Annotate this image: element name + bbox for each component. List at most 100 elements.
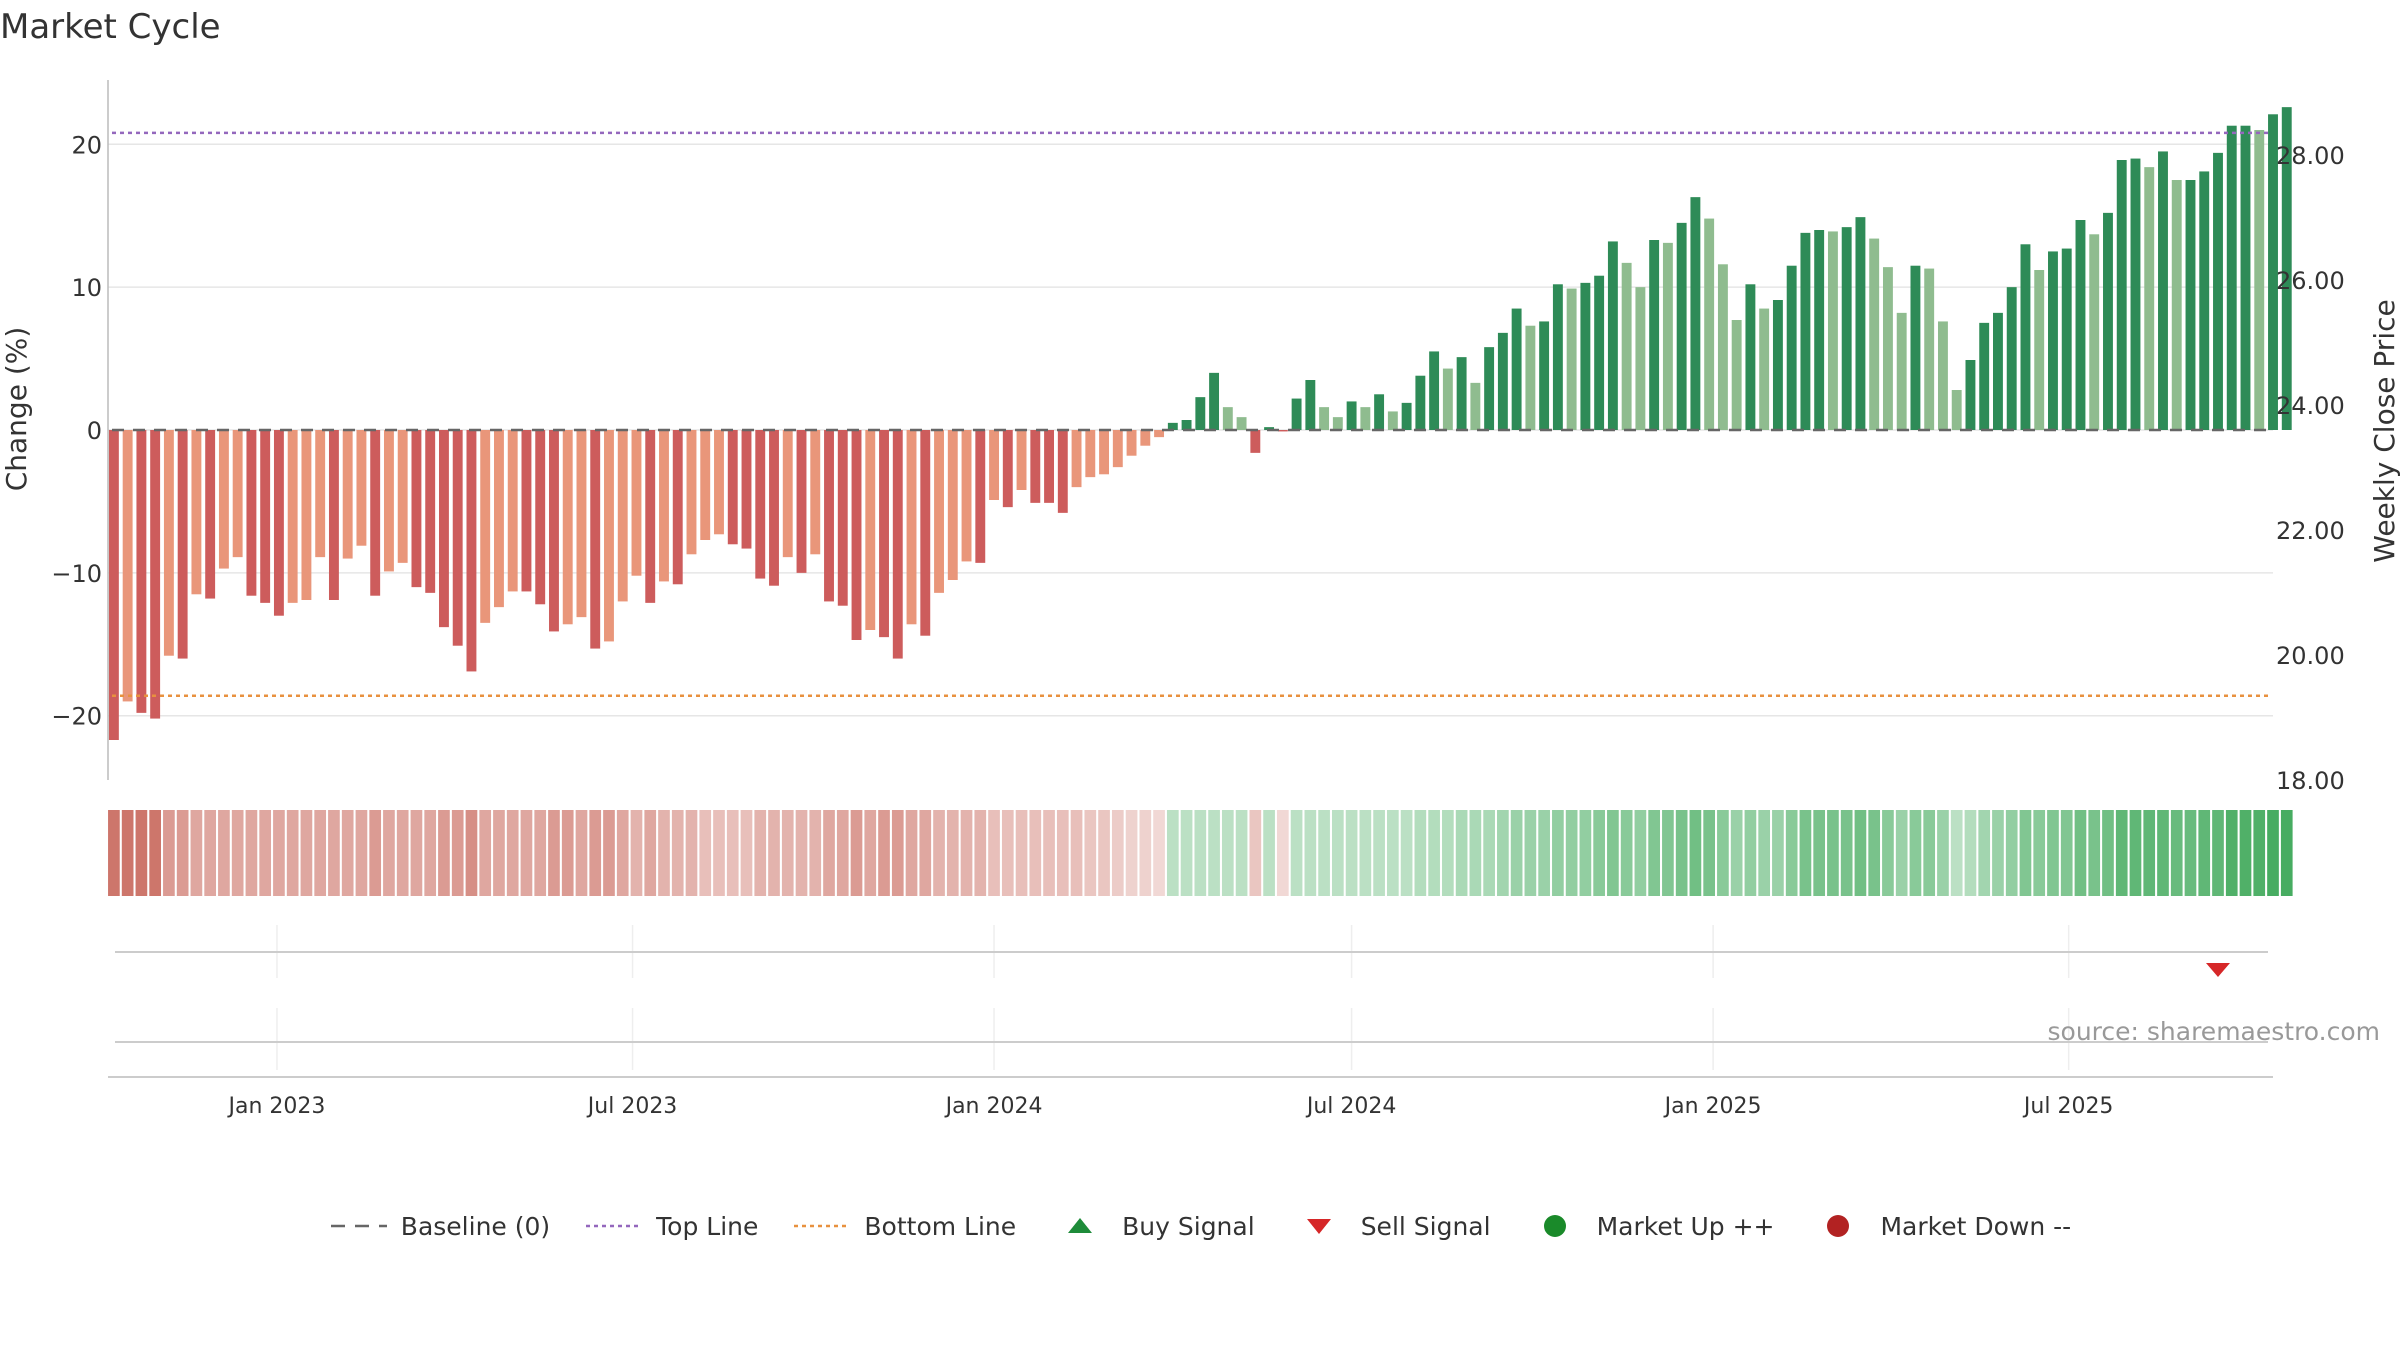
- strength-cell: [328, 810, 340, 896]
- change-bar: [273, 430, 284, 616]
- strength-cell: [231, 810, 244, 896]
- strength-cell: [149, 810, 161, 896]
- change-bar: [136, 430, 147, 713]
- legend-item: Buy Signal: [1044, 1211, 1261, 1241]
- strength-cell: [314, 810, 327, 896]
- change-bar: [1759, 308, 1770, 430]
- change-bar: [961, 430, 972, 562]
- change-bar: [1126, 430, 1137, 456]
- change-bar: [301, 430, 312, 600]
- change-bar: [480, 430, 491, 623]
- strength-cell: [1414, 810, 1427, 896]
- change-bar: [1814, 230, 1825, 430]
- change-bar: [232, 430, 243, 558]
- strength-cell: [506, 810, 519, 896]
- change-bar: [576, 430, 587, 618]
- strength-cell: [1882, 810, 1894, 896]
- y-tick-label: 0: [87, 417, 102, 445]
- strength-cell: [1813, 810, 1826, 896]
- strength-cell: [809, 810, 822, 896]
- strength-cell: [2184, 810, 2197, 896]
- strength-cell: [1964, 810, 1977, 896]
- strength-cell: [1070, 810, 1083, 896]
- change-bar: [1580, 282, 1591, 430]
- y2-tick-label: 24.00: [2276, 392, 2345, 420]
- strength-cell: [2239, 810, 2252, 896]
- circle-icon: [1525, 1211, 1585, 1241]
- change-bar: [1662, 242, 1673, 430]
- strength-cell: [1043, 810, 1055, 896]
- change-bar: [1896, 312, 1907, 430]
- dotted-line-icon: [792, 1211, 852, 1241]
- change-bar: [1346, 401, 1357, 430]
- change-bar: [2103, 212, 2113, 430]
- strength-cell: [644, 810, 657, 896]
- strength-cell: [1469, 810, 1482, 896]
- legend-label: Market Down --: [1880, 1211, 2072, 1241]
- triangle-up-icon: [1050, 1211, 1110, 1241]
- strength-cell: [878, 810, 890, 896]
- change-bar: [782, 430, 793, 558]
- change-bar: [1882, 267, 1893, 430]
- change-bar: [2240, 125, 2251, 431]
- change-bar: [2061, 248, 2072, 430]
- strength-cell: [2143, 810, 2156, 896]
- change-bar: [672, 430, 683, 585]
- strength-cell: [396, 810, 409, 896]
- change-bar: [191, 430, 202, 595]
- strength-cell: [1153, 810, 1165, 896]
- strength-cell: [534, 810, 547, 896]
- strength-cell: [1593, 810, 1605, 896]
- axes: 20 10 0 −10 −20 28.00 26.00 24.00 22.00 20.00 18.0…: [51, 80, 2345, 795]
- change-bar: [1374, 394, 1385, 430]
- change-bar: [425, 430, 436, 593]
- change-bar: [2089, 234, 2100, 430]
- change-bar: [315, 430, 326, 558]
- strength-cell: [2225, 810, 2238, 896]
- change-bar: [989, 430, 999, 500]
- strength-cell: [1909, 810, 1922, 896]
- strength-cell: [520, 810, 533, 896]
- change-bar: [328, 430, 339, 600]
- change-bar: [1717, 264, 1728, 430]
- strength-cell: [1111, 810, 1124, 896]
- change-bar: [686, 430, 697, 555]
- strength-cell: [1056, 810, 1069, 896]
- change-bar: [1704, 218, 1715, 430]
- strength-cell: [493, 810, 505, 896]
- change-bar: [1951, 390, 1962, 430]
- change-bar: [218, 430, 229, 569]
- strength-cell: [190, 810, 203, 896]
- x-axis: Jan 2023 Jul 2023 Jan 2024 Jul 2024 Jan 2025…: [108, 1076, 2273, 1119]
- strength-cell: [1359, 810, 1372, 896]
- change-bar: [287, 430, 298, 603]
- strength-cell: [1854, 810, 1867, 896]
- dotted-line-icon: [584, 1211, 644, 1241]
- change-bar: [205, 430, 216, 599]
- legend-item: Market Down --: [1802, 1211, 2077, 1241]
- change-bar: [700, 430, 711, 540]
- strength-cell: [1689, 810, 1702, 896]
- strength-cell: [1868, 810, 1881, 896]
- strength-cell: [1194, 810, 1207, 896]
- change-bar: [755, 430, 766, 579]
- change-bar: [1965, 360, 1976, 430]
- strength-cell: [465, 810, 478, 896]
- change-bar: [1222, 407, 1233, 430]
- strength-cell: [1565, 810, 1578, 896]
- change-bar: [2226, 125, 2237, 431]
- strength-cell: [836, 810, 849, 896]
- strength-cell: [2170, 810, 2183, 896]
- strength-cell: [1139, 810, 1152, 896]
- strength-cell: [1276, 810, 1289, 896]
- change-bar: [1456, 357, 1467, 430]
- change-bar: [2158, 151, 2168, 430]
- strength-cell: [1332, 810, 1344, 896]
- strength-cell: [1923, 810, 1936, 896]
- x-tick-label: Jan 2024: [944, 1094, 1043, 1119]
- change-bar: [342, 430, 353, 559]
- triangle-down-icon: [1289, 1211, 1349, 1241]
- change-bar: [2213, 152, 2223, 431]
- x-tick-label: Jul 2023: [586, 1094, 678, 1119]
- change-bar: [356, 430, 367, 546]
